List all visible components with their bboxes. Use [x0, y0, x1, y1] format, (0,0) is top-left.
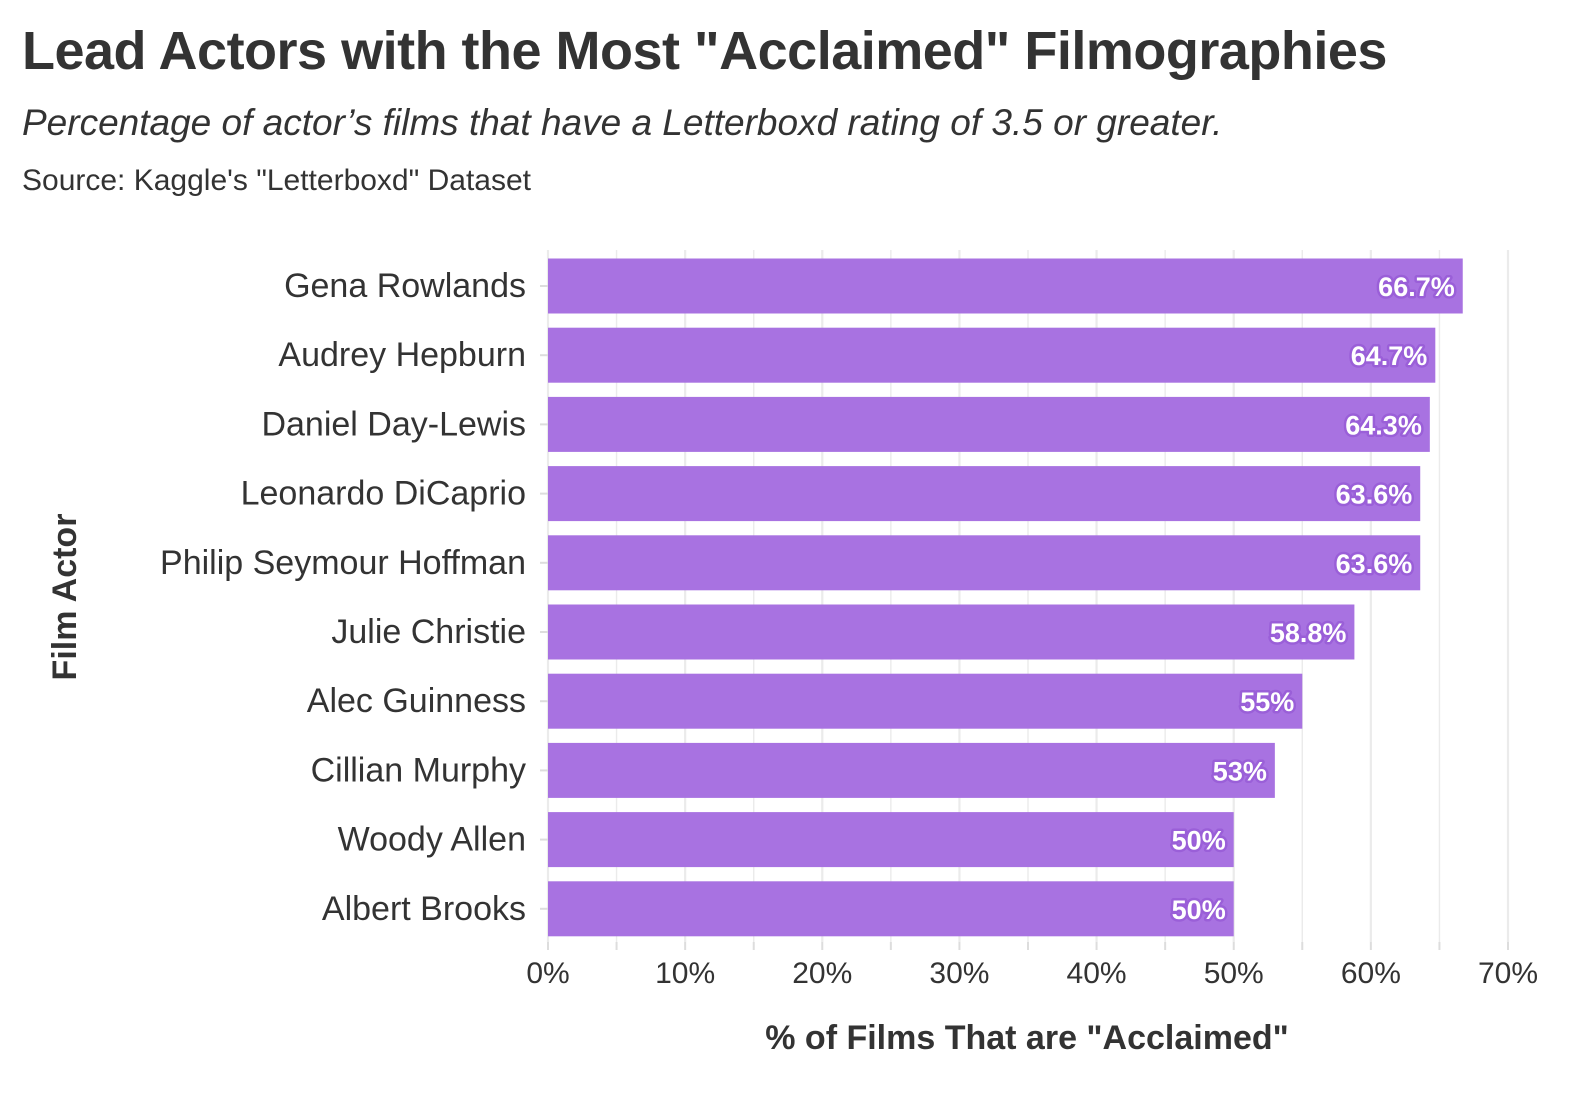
chart-subtitle: Percentage of actor’s films that have a …	[22, 102, 1223, 143]
bar-value-label: 63.6%	[1336, 480, 1413, 510]
bar-value-label: 50%	[1172, 895, 1226, 925]
y-tick-label: Cillian Murphy	[311, 751, 526, 789]
bar-value-label: 64.7%	[1351, 341, 1428, 371]
chart-title: Lead Actors with the Most "Acclaimed" Fi…	[22, 21, 1387, 81]
bar-value-label: 66.7%	[1378, 272, 1455, 302]
chart-source: Source: Kaggle's "Letterboxd" Dataset	[22, 164, 531, 197]
y-tick-label: Philip Seymour Hoffman	[160, 544, 526, 582]
bar-value-label: 50%	[1172, 826, 1226, 856]
y-tick-label: Leonardo DiCaprio	[241, 475, 526, 513]
bar-value-labels: 66.7% 64.7% 64.3% 63.6% 63.6% 58.8% 55% 53% 50% 5…	[1169, 270, 1457, 928]
bar-value-label: 53%	[1213, 756, 1267, 786]
x-tick-label: 20%	[792, 957, 852, 990]
y-tick-label: Audrey Hepburn	[278, 336, 526, 374]
y-axis-title: Film Actor	[46, 514, 84, 681]
x-axis-title: % of Films That are "Acclaimed"	[765, 1019, 1289, 1057]
bar	[548, 812, 1234, 868]
y-axis-tick-labels: Gena Rowlands Audrey Hepburn Daniel Day-Le…	[160, 267, 526, 928]
x-tick-label: 70%	[1478, 957, 1538, 990]
y-tick-label: Gena Rowlands	[284, 267, 526, 305]
bar-value-label: 58.8%	[1270, 618, 1347, 648]
bar	[548, 396, 1430, 452]
bar-value-label: 55%	[1240, 687, 1294, 717]
x-tick-label: 30%	[929, 957, 989, 990]
bars	[548, 258, 1463, 937]
y-tick-label: Daniel Day-Lewis	[261, 405, 526, 443]
x-tick-label: 0%	[526, 957, 569, 990]
bar	[548, 535, 1421, 591]
x-tick-label: 40%	[1067, 957, 1127, 990]
x-tick-label: 50%	[1204, 957, 1264, 990]
x-tick-label: 10%	[655, 957, 715, 990]
bar	[548, 327, 1436, 383]
bar	[548, 258, 1463, 314]
y-tick-label: Alec Guinness	[307, 682, 526, 720]
y-tick-label: Woody Allen	[338, 821, 526, 859]
x-tick-label: 60%	[1341, 957, 1401, 990]
y-tick-label: Albert Brooks	[322, 890, 526, 928]
bar-value-label: 63.6%	[1336, 549, 1413, 579]
bar	[548, 742, 1275, 798]
bar	[548, 673, 1303, 729]
bar	[548, 466, 1421, 522]
bar	[548, 604, 1355, 660]
y-tick-label: Julie Christie	[331, 613, 526, 651]
x-axis-tick-labels: 0% 10% 20% 30% 40% 50% 60% 70%	[526, 957, 1538, 990]
bar-value-label: 64.3%	[1345, 410, 1422, 440]
bar	[548, 881, 1234, 937]
